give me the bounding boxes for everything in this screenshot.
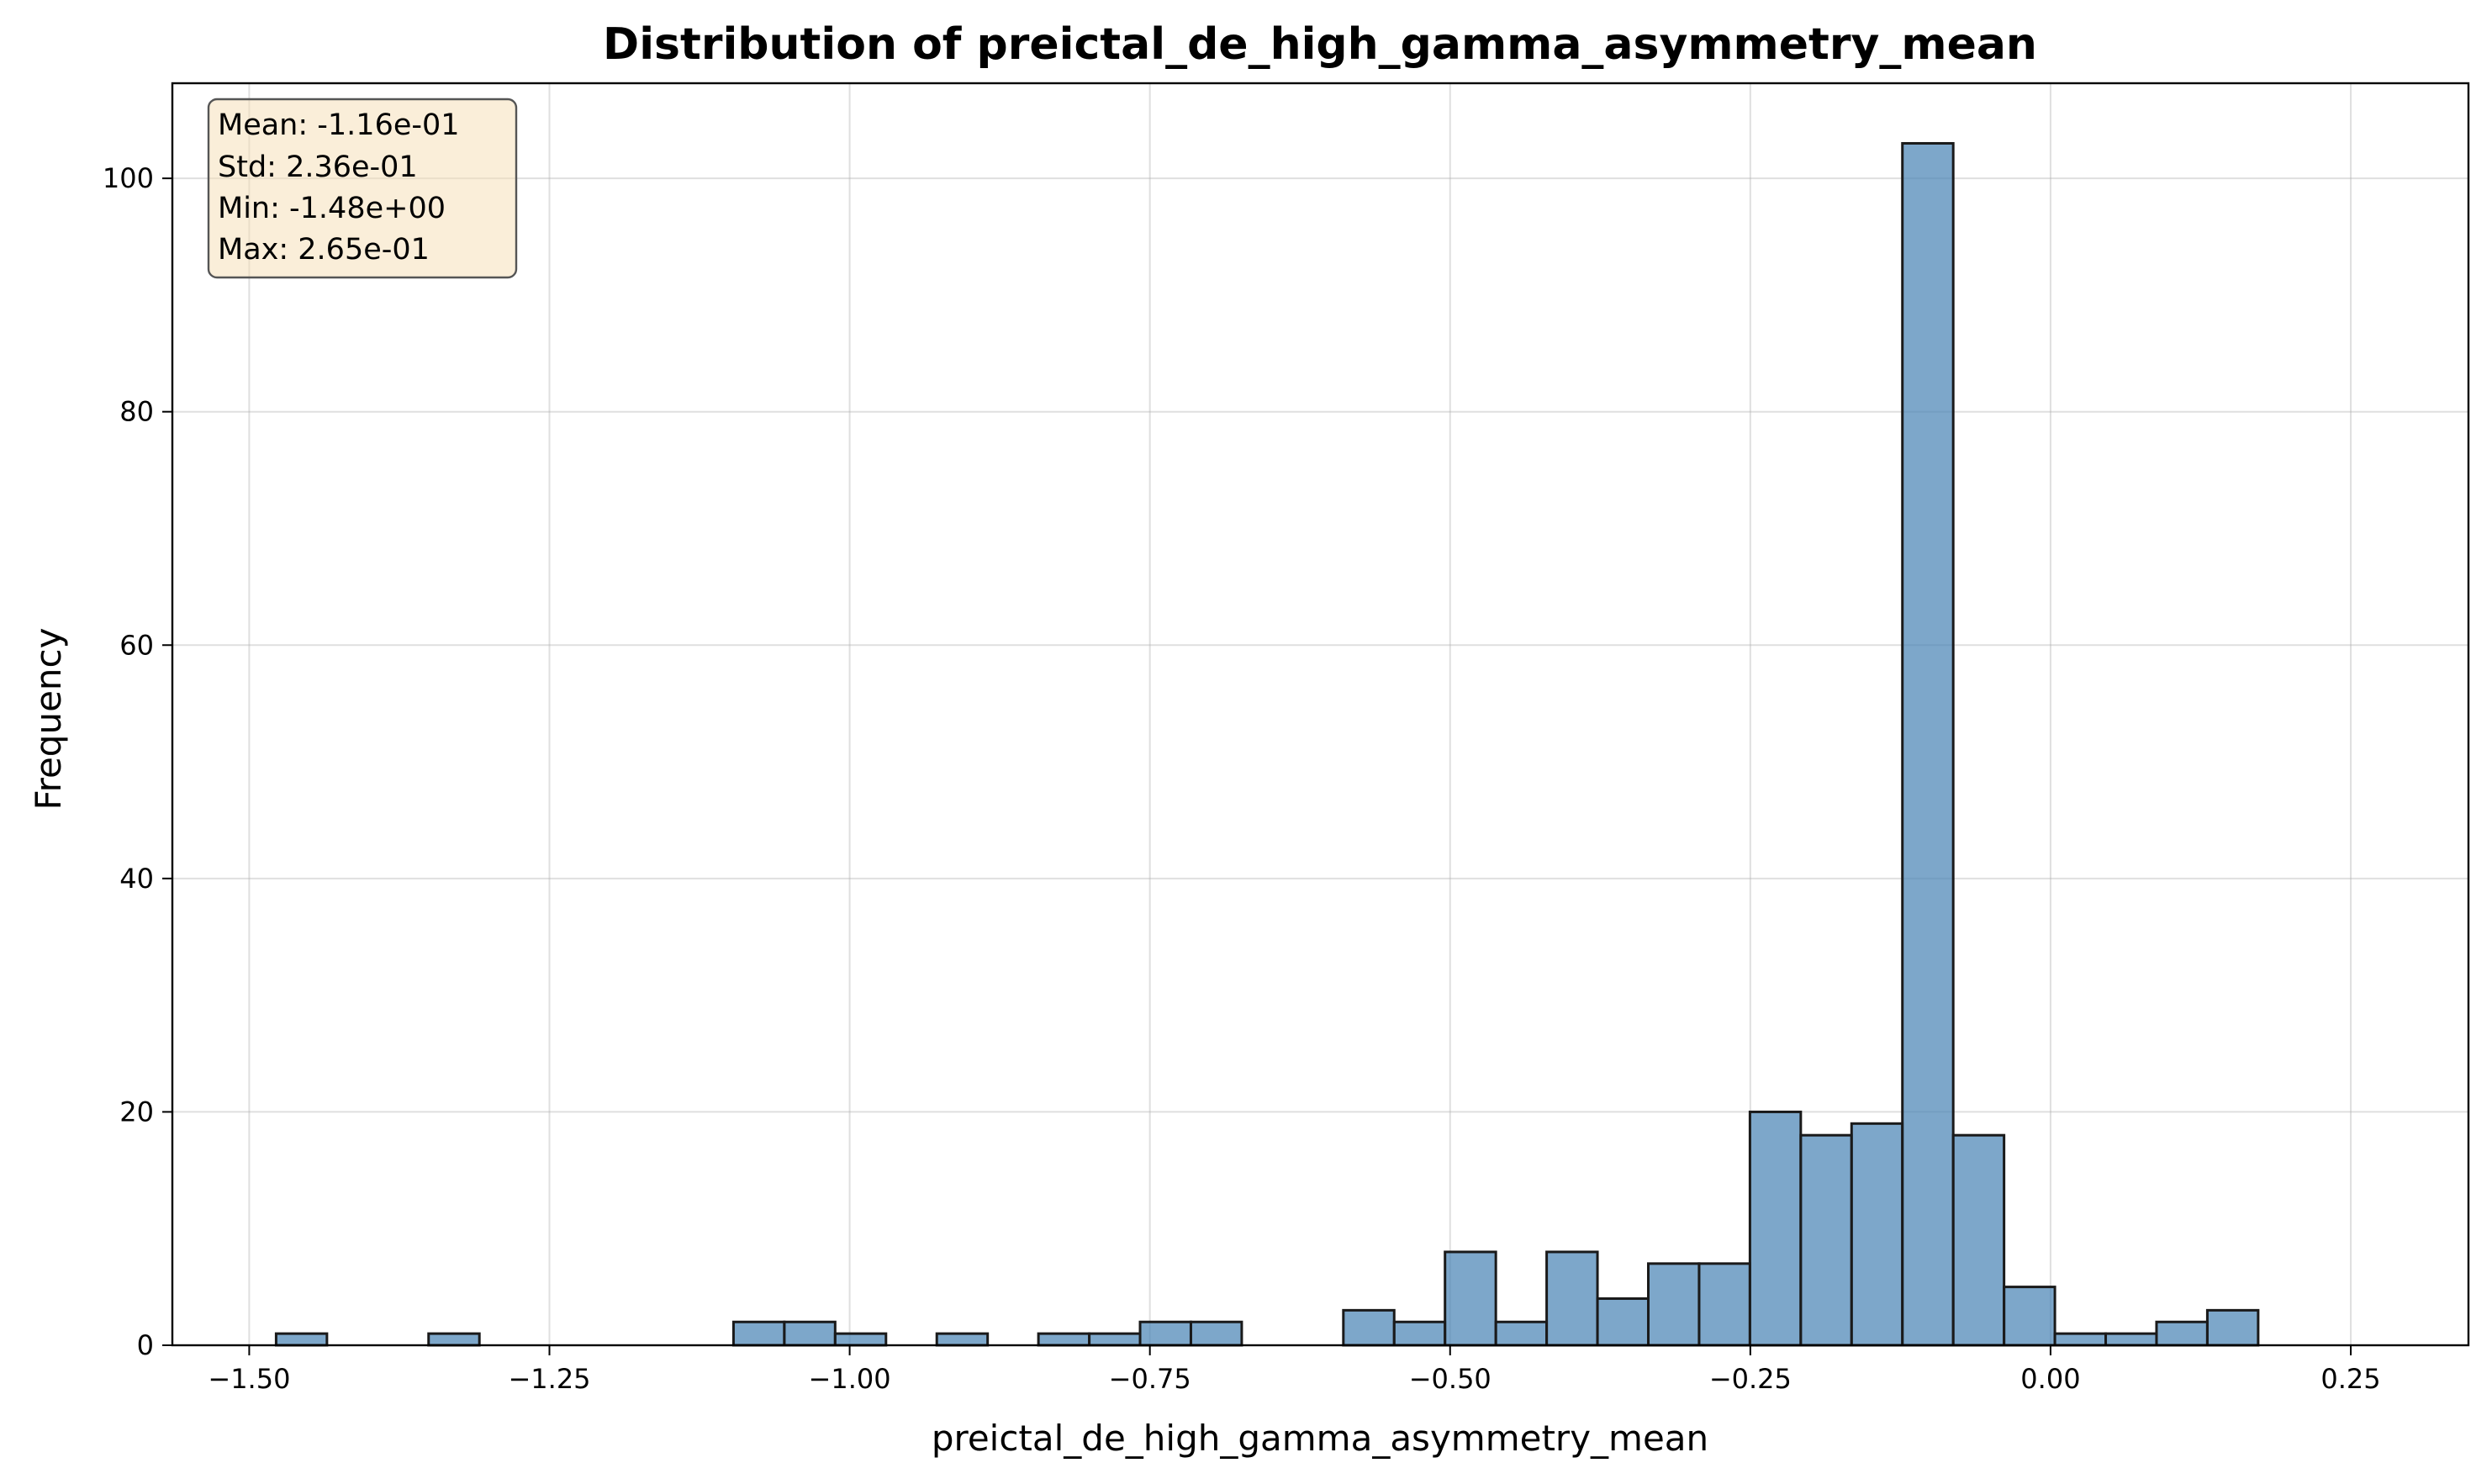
x-tick-label: 0.00 (2020, 1363, 2080, 1395)
histogram-bar (833, 1332, 888, 1347)
histogram-bar (935, 1332, 990, 1347)
histogram-bar (1189, 1320, 1243, 1347)
histogram-bar (2053, 1332, 2108, 1347)
stats-mean: Mean: -1.16e-01 (218, 108, 460, 142)
y-axis-ticks: 0 20 40 60 80 100 (103, 162, 172, 1361)
histogram-bar (1088, 1332, 1142, 1347)
stats-min: Min: -1.48e+00 (218, 192, 446, 225)
chart-title: Distribution of preictal_de_high_gamma_a… (603, 19, 2037, 70)
stats-max: Max: 2.65e-01 (218, 233, 430, 267)
x-tick-label: −1.25 (508, 1363, 590, 1395)
x-tick-label: 0.25 (2320, 1363, 2380, 1395)
y-tick-label: 0 (137, 1329, 154, 1361)
histogram-bar (1596, 1297, 1650, 1347)
histogram-bar (2205, 1308, 2260, 1347)
x-tick-label: −0.25 (1709, 1363, 1792, 1395)
histogram-bar (1138, 1320, 1192, 1347)
stats-box-background (207, 98, 518, 279)
x-tick-label: −0.50 (1409, 1363, 1492, 1395)
y-tick-label: 40 (119, 863, 154, 895)
x-tick-label: −0.75 (1109, 1363, 1191, 1395)
x-axis-ticks: −1.50 −1.25 −1.00 −0.75 −0.50 −0.25 0.00 0.25 (208, 1345, 2381, 1395)
histogram-bar (783, 1320, 837, 1347)
histogram-bar (2003, 1286, 2056, 1347)
histogram-bar (1799, 1133, 1853, 1347)
histogram-bar (1444, 1250, 1497, 1347)
y-tick-label: 20 (119, 1096, 154, 1128)
histogram-bar (1850, 1122, 1904, 1347)
histogram-bar (1697, 1262, 1751, 1347)
histogram-bar (1392, 1320, 1447, 1347)
histogram-bar (1494, 1320, 1549, 1347)
histogram-bar (427, 1332, 481, 1347)
y-tick-label: 80 (119, 396, 154, 428)
histogram-bar (274, 1332, 329, 1347)
histogram-bar (1901, 141, 1955, 1347)
histogram-bars (274, 141, 2260, 1347)
plot-area-frame (171, 82, 2470, 1347)
histogram-bar (2104, 1332, 2158, 1347)
stats-box: Mean: -1.16e-01 Std: 2.36e-01 Min: -1.48… (207, 98, 518, 279)
x-tick-label: −1.00 (809, 1363, 891, 1395)
histogram-bar (1646, 1262, 1701, 1347)
histogram-bar (2155, 1320, 2209, 1347)
stats-std: Std: 2.36e-01 (218, 151, 418, 184)
histogram-bar (731, 1320, 786, 1347)
y-tick-label: 60 (119, 629, 154, 661)
histogram-bar (1748, 1110, 1803, 1347)
y-axis-label: Frequency (28, 628, 69, 811)
histogram-bar (1951, 1133, 2006, 1347)
x-axis-label: preictal_de_high_gamma_asymmetry_mean (932, 1418, 1708, 1459)
histogram-bar (1342, 1308, 1396, 1347)
histogram-bar (1545, 1250, 1599, 1347)
histogram-bar (1037, 1332, 1091, 1347)
x-tick-label: −1.50 (208, 1363, 290, 1395)
y-tick-label: 100 (103, 162, 154, 194)
